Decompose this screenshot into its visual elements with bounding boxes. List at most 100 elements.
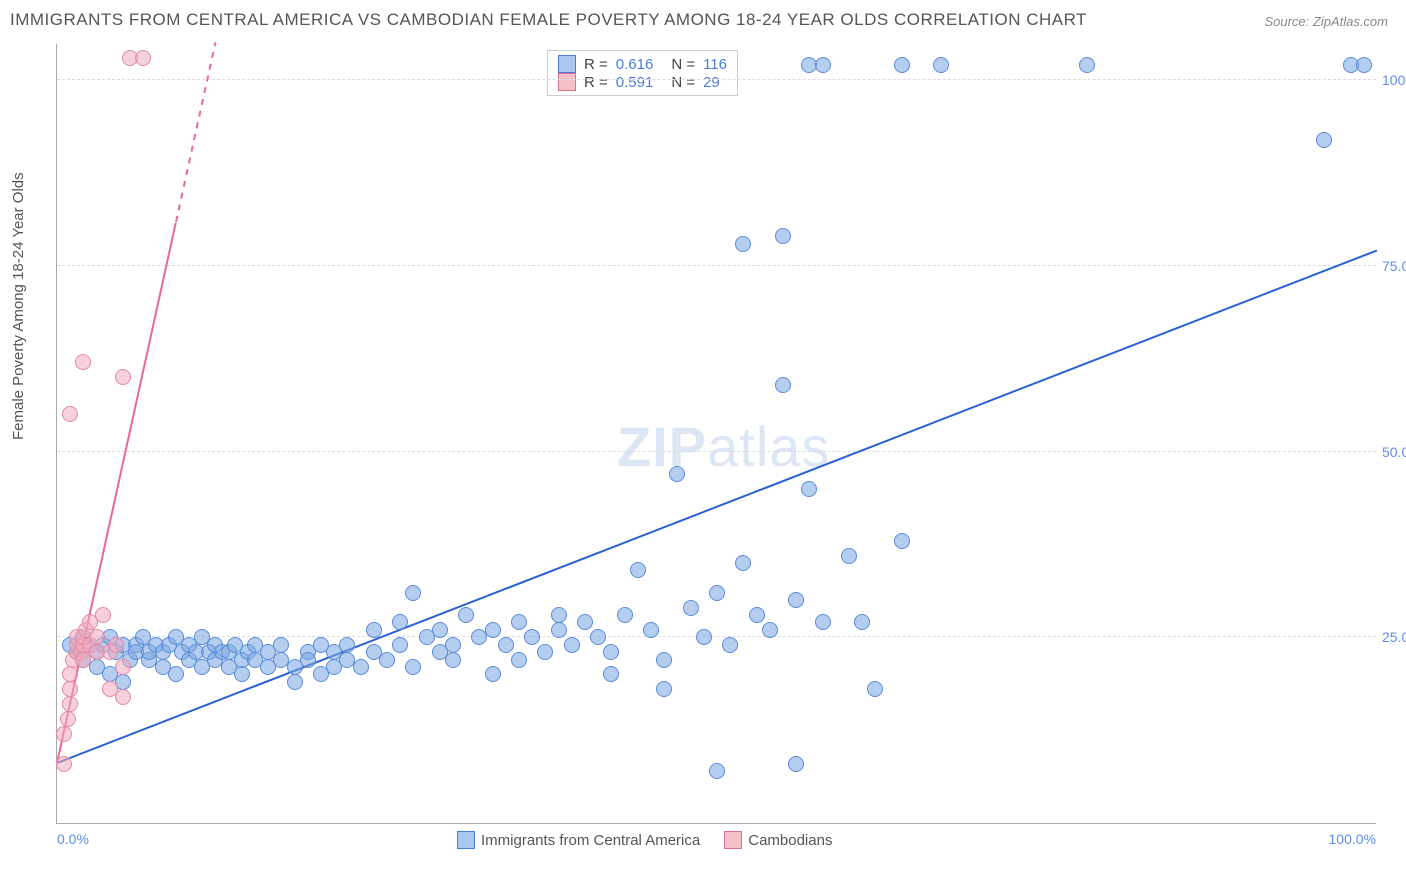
source-prefix: Source:	[1264, 14, 1312, 29]
legend-series-label: Cambodians	[748, 832, 832, 849]
data-point	[485, 666, 501, 682]
y-tick-label: 75.0%	[1378, 258, 1406, 274]
data-point	[432, 622, 448, 638]
legend-row: R = 0.616 N = 116	[558, 55, 727, 73]
data-point	[300, 652, 316, 668]
legend-row: R = 0.591 N = 29	[558, 73, 727, 91]
data-point	[95, 607, 111, 623]
data-point	[339, 637, 355, 653]
chart-title: IMMIGRANTS FROM CENTRAL AMERICA VS CAMBO…	[10, 10, 1087, 30]
data-point	[498, 637, 514, 653]
legend-series-item: Immigrants from Central America	[457, 831, 700, 849]
data-point	[735, 236, 751, 252]
legend-n-label: N =	[671, 74, 695, 91]
data-point	[524, 629, 540, 645]
data-point	[933, 57, 949, 73]
data-point	[115, 659, 131, 675]
data-point	[894, 533, 910, 549]
data-point	[108, 637, 124, 653]
data-point	[564, 637, 580, 653]
data-point	[722, 637, 738, 653]
data-point	[62, 406, 78, 422]
grid-line	[57, 265, 1376, 266]
data-point	[62, 666, 78, 682]
legend-correlation: R = 0.616 N = 116 R = 0.591 N = 29	[547, 50, 738, 96]
legend-swatch	[558, 73, 576, 91]
data-point	[56, 756, 72, 772]
chart-plot-area: ZIPatlas R = 0.616 N = 116R = 0.591 N = 29 0.…	[56, 44, 1376, 824]
data-point	[168, 666, 184, 682]
data-point	[392, 637, 408, 653]
legend-r-value: 0.591	[616, 74, 654, 91]
y-tick-label: 50.0%	[1378, 444, 1406, 460]
grid-line	[57, 451, 1376, 452]
data-point	[445, 637, 461, 653]
data-point	[603, 666, 619, 682]
regression-line	[57, 249, 1378, 763]
data-point	[801, 481, 817, 497]
data-point	[115, 689, 131, 705]
data-point	[537, 644, 553, 660]
data-point	[405, 659, 421, 675]
legend-n-label: N =	[671, 56, 695, 73]
data-point	[135, 50, 151, 66]
data-point	[392, 614, 408, 630]
data-point	[273, 637, 289, 653]
legend-swatch	[724, 831, 742, 849]
data-point	[630, 562, 646, 578]
legend-r-value: 0.616	[616, 56, 654, 73]
data-point	[709, 585, 725, 601]
data-point	[775, 228, 791, 244]
data-point	[656, 681, 672, 697]
data-point	[62, 696, 78, 712]
data-point	[815, 614, 831, 630]
data-point	[696, 629, 712, 645]
data-point	[234, 666, 250, 682]
data-point	[56, 726, 72, 742]
data-point	[89, 629, 105, 645]
data-point	[788, 592, 804, 608]
data-point	[405, 585, 421, 601]
legend-n-value: 116	[703, 56, 727, 73]
data-point	[379, 652, 395, 668]
data-point	[709, 763, 725, 779]
data-point	[735, 555, 751, 571]
data-point	[643, 622, 659, 638]
data-point	[762, 622, 778, 638]
watermark-bold: ZIP	[617, 415, 707, 478]
data-point	[577, 614, 593, 630]
data-point	[788, 756, 804, 772]
x-tick-max: 100.0%	[1329, 831, 1376, 847]
watermark: ZIPatlas	[617, 414, 830, 479]
data-point	[1079, 57, 1095, 73]
x-tick-min: 0.0%	[57, 831, 89, 847]
legend-r-label: R =	[584, 74, 608, 91]
y-tick-label: 100.0%	[1378, 72, 1406, 88]
data-point	[366, 622, 382, 638]
grid-line	[57, 79, 1376, 80]
data-point	[115, 369, 131, 385]
data-point	[749, 607, 765, 623]
data-point	[75, 354, 91, 370]
data-point	[551, 607, 567, 623]
data-point	[485, 622, 501, 638]
data-point	[815, 57, 831, 73]
data-point	[445, 652, 461, 668]
legend-series-label: Immigrants from Central America	[481, 832, 700, 849]
legend-series: Immigrants from Central America Cambodian…	[457, 831, 832, 849]
data-point	[1356, 57, 1372, 73]
data-point	[551, 622, 567, 638]
data-point	[353, 659, 369, 675]
regression-line-dashed	[175, 42, 217, 223]
y-axis-label: Female Poverty Among 18-24 Year Olds	[10, 172, 27, 440]
data-point	[854, 614, 870, 630]
source-value: ZipAtlas.com	[1313, 14, 1388, 29]
legend-r-label: R =	[584, 56, 608, 73]
legend-n-value: 29	[703, 74, 720, 91]
data-point	[775, 377, 791, 393]
legend-series-item: Cambodians	[724, 831, 832, 849]
data-point	[62, 681, 78, 697]
data-point	[656, 652, 672, 668]
legend-swatch	[457, 831, 475, 849]
data-point	[1316, 132, 1332, 148]
